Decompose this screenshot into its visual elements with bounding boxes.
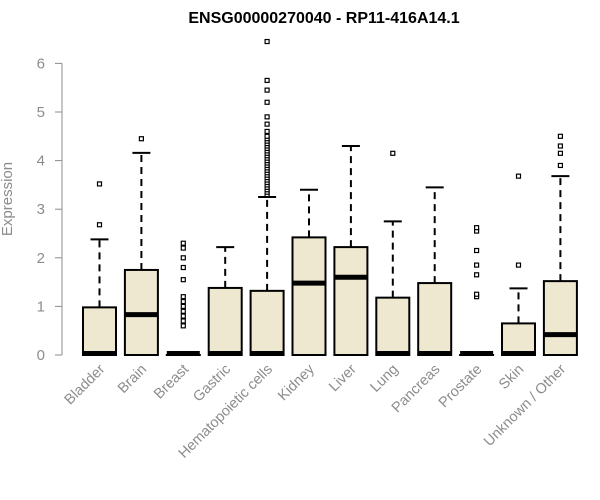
outlier-point	[264, 77, 270, 84]
y-tick-label: 5	[37, 104, 45, 121]
box-brain	[123, 136, 159, 357]
outlier-point	[180, 303, 186, 309]
category-label: Kidney	[275, 361, 318, 404]
box-body	[249, 289, 285, 356]
outlier-point	[474, 272, 480, 278]
outlier-point	[264, 38, 270, 45]
category-label: Lung	[367, 362, 401, 396]
box-group	[82, 38, 578, 357]
outlier-point	[264, 121, 270, 127]
outlier-point	[180, 264, 186, 271]
box-hematopoietic-cells	[249, 38, 285, 356]
outlier-point	[264, 99, 270, 105]
y-tick-label: 3	[37, 201, 45, 218]
outlier-point	[138, 136, 144, 142]
box-bladder	[82, 181, 117, 357]
box-skin	[501, 173, 536, 357]
outlier-point	[474, 225, 480, 231]
outlier-point	[96, 222, 103, 228]
box-body	[82, 306, 117, 357]
box-body	[501, 322, 536, 357]
y-axis-label: Expression	[0, 162, 16, 236]
box-body	[207, 286, 243, 357]
y-axis: 0 1 2 3 4 5 6	[37, 55, 63, 364]
chart-title: ENSG00000270040 - RP11-416A14.1	[188, 10, 459, 27]
outlier-point	[557, 150, 564, 156]
category-label: Breast	[151, 362, 192, 403]
category-label: Bladder	[62, 361, 109, 408]
outlier-point	[180, 294, 186, 300]
outlier-point	[557, 133, 564, 139]
box-pancreas	[417, 186, 453, 356]
outlier-point	[180, 313, 186, 319]
category-label: Brain	[115, 362, 150, 397]
y-tick-label: 2	[37, 250, 45, 267]
outlier-point	[180, 323, 186, 329]
outlier-point	[180, 255, 186, 261]
box-body	[291, 236, 327, 356]
y-tick-label: 6	[37, 55, 45, 72]
outlier-point	[474, 291, 480, 297]
outlier-point	[180, 245, 186, 251]
outlier-point	[180, 240, 186, 246]
category-label: Skin	[496, 362, 527, 393]
y-tick-label: 0	[37, 347, 45, 364]
outlier-point	[180, 277, 186, 283]
box-body	[333, 246, 369, 356]
y-tick-label: 1	[37, 298, 45, 315]
outlier-point	[474, 247, 480, 254]
category-label: Liver	[326, 361, 360, 395]
outlier-point	[515, 262, 522, 268]
outlier-point	[264, 114, 270, 120]
outlier-point	[390, 150, 396, 156]
y-tick-label: 4	[37, 153, 45, 170]
outlier-point	[180, 318, 186, 324]
outlier-point	[264, 128, 270, 135]
box-unknown-other	[542, 133, 578, 356]
outlier-point	[96, 181, 103, 187]
outlier-point	[557, 143, 564, 149]
box-breast	[165, 240, 201, 357]
outlier-point	[557, 162, 564, 169]
box-liver	[333, 145, 369, 356]
box-body	[417, 282, 453, 356]
outlier-point	[474, 262, 480, 268]
box-body	[375, 296, 411, 357]
box-body	[542, 280, 578, 356]
category-label: Prostate	[436, 362, 485, 411]
box-prostate	[459, 225, 495, 357]
outlier-point	[515, 173, 522, 179]
box-lung	[375, 150, 411, 357]
box-gastric	[207, 246, 243, 357]
outlier-point	[264, 133, 270, 139]
outlier-point	[180, 298, 186, 305]
box-kidney	[291, 188, 327, 356]
outlier-point	[264, 87, 270, 93]
outlier-point	[180, 308, 186, 314]
